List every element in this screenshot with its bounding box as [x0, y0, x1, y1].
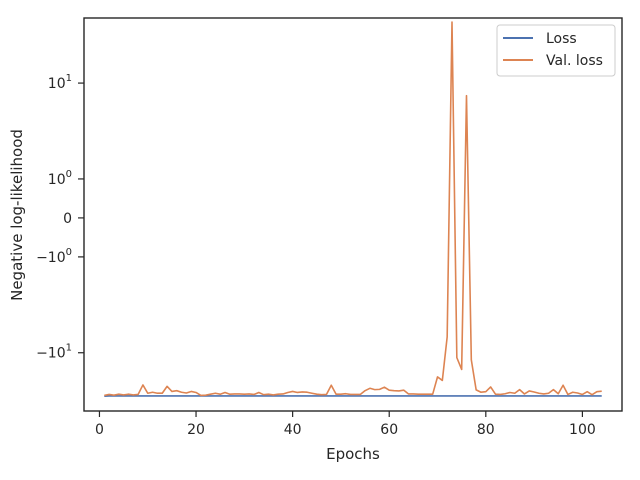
legend-label-2: Val. loss [546, 53, 603, 69]
x-tick-label: 40 [284, 422, 302, 438]
x-tick-label: 0 [95, 422, 104, 438]
y-tick-label: 0 [63, 211, 72, 227]
y-axis-label: Negative log-likelihood [8, 129, 26, 301]
x-tick-label: 80 [477, 422, 495, 438]
x-tick-label: 100 [569, 422, 596, 438]
series-layer [104, 21, 602, 397]
y-tick-label: −101 [36, 343, 72, 362]
x-axis: 0 20 40 60 80 100 [95, 411, 596, 438]
legend: Loss Val. loss [496, 24, 616, 77]
x-axis-label: Epochs [326, 445, 380, 463]
series-line-2 [104, 21, 602, 397]
plot-area-frame [83, 17, 623, 412]
x-tick-label: 60 [380, 422, 398, 438]
y-tick-label: −100 [36, 247, 72, 266]
x-tick-label: 20 [187, 422, 205, 438]
legend-label-1: Loss [546, 31, 577, 47]
